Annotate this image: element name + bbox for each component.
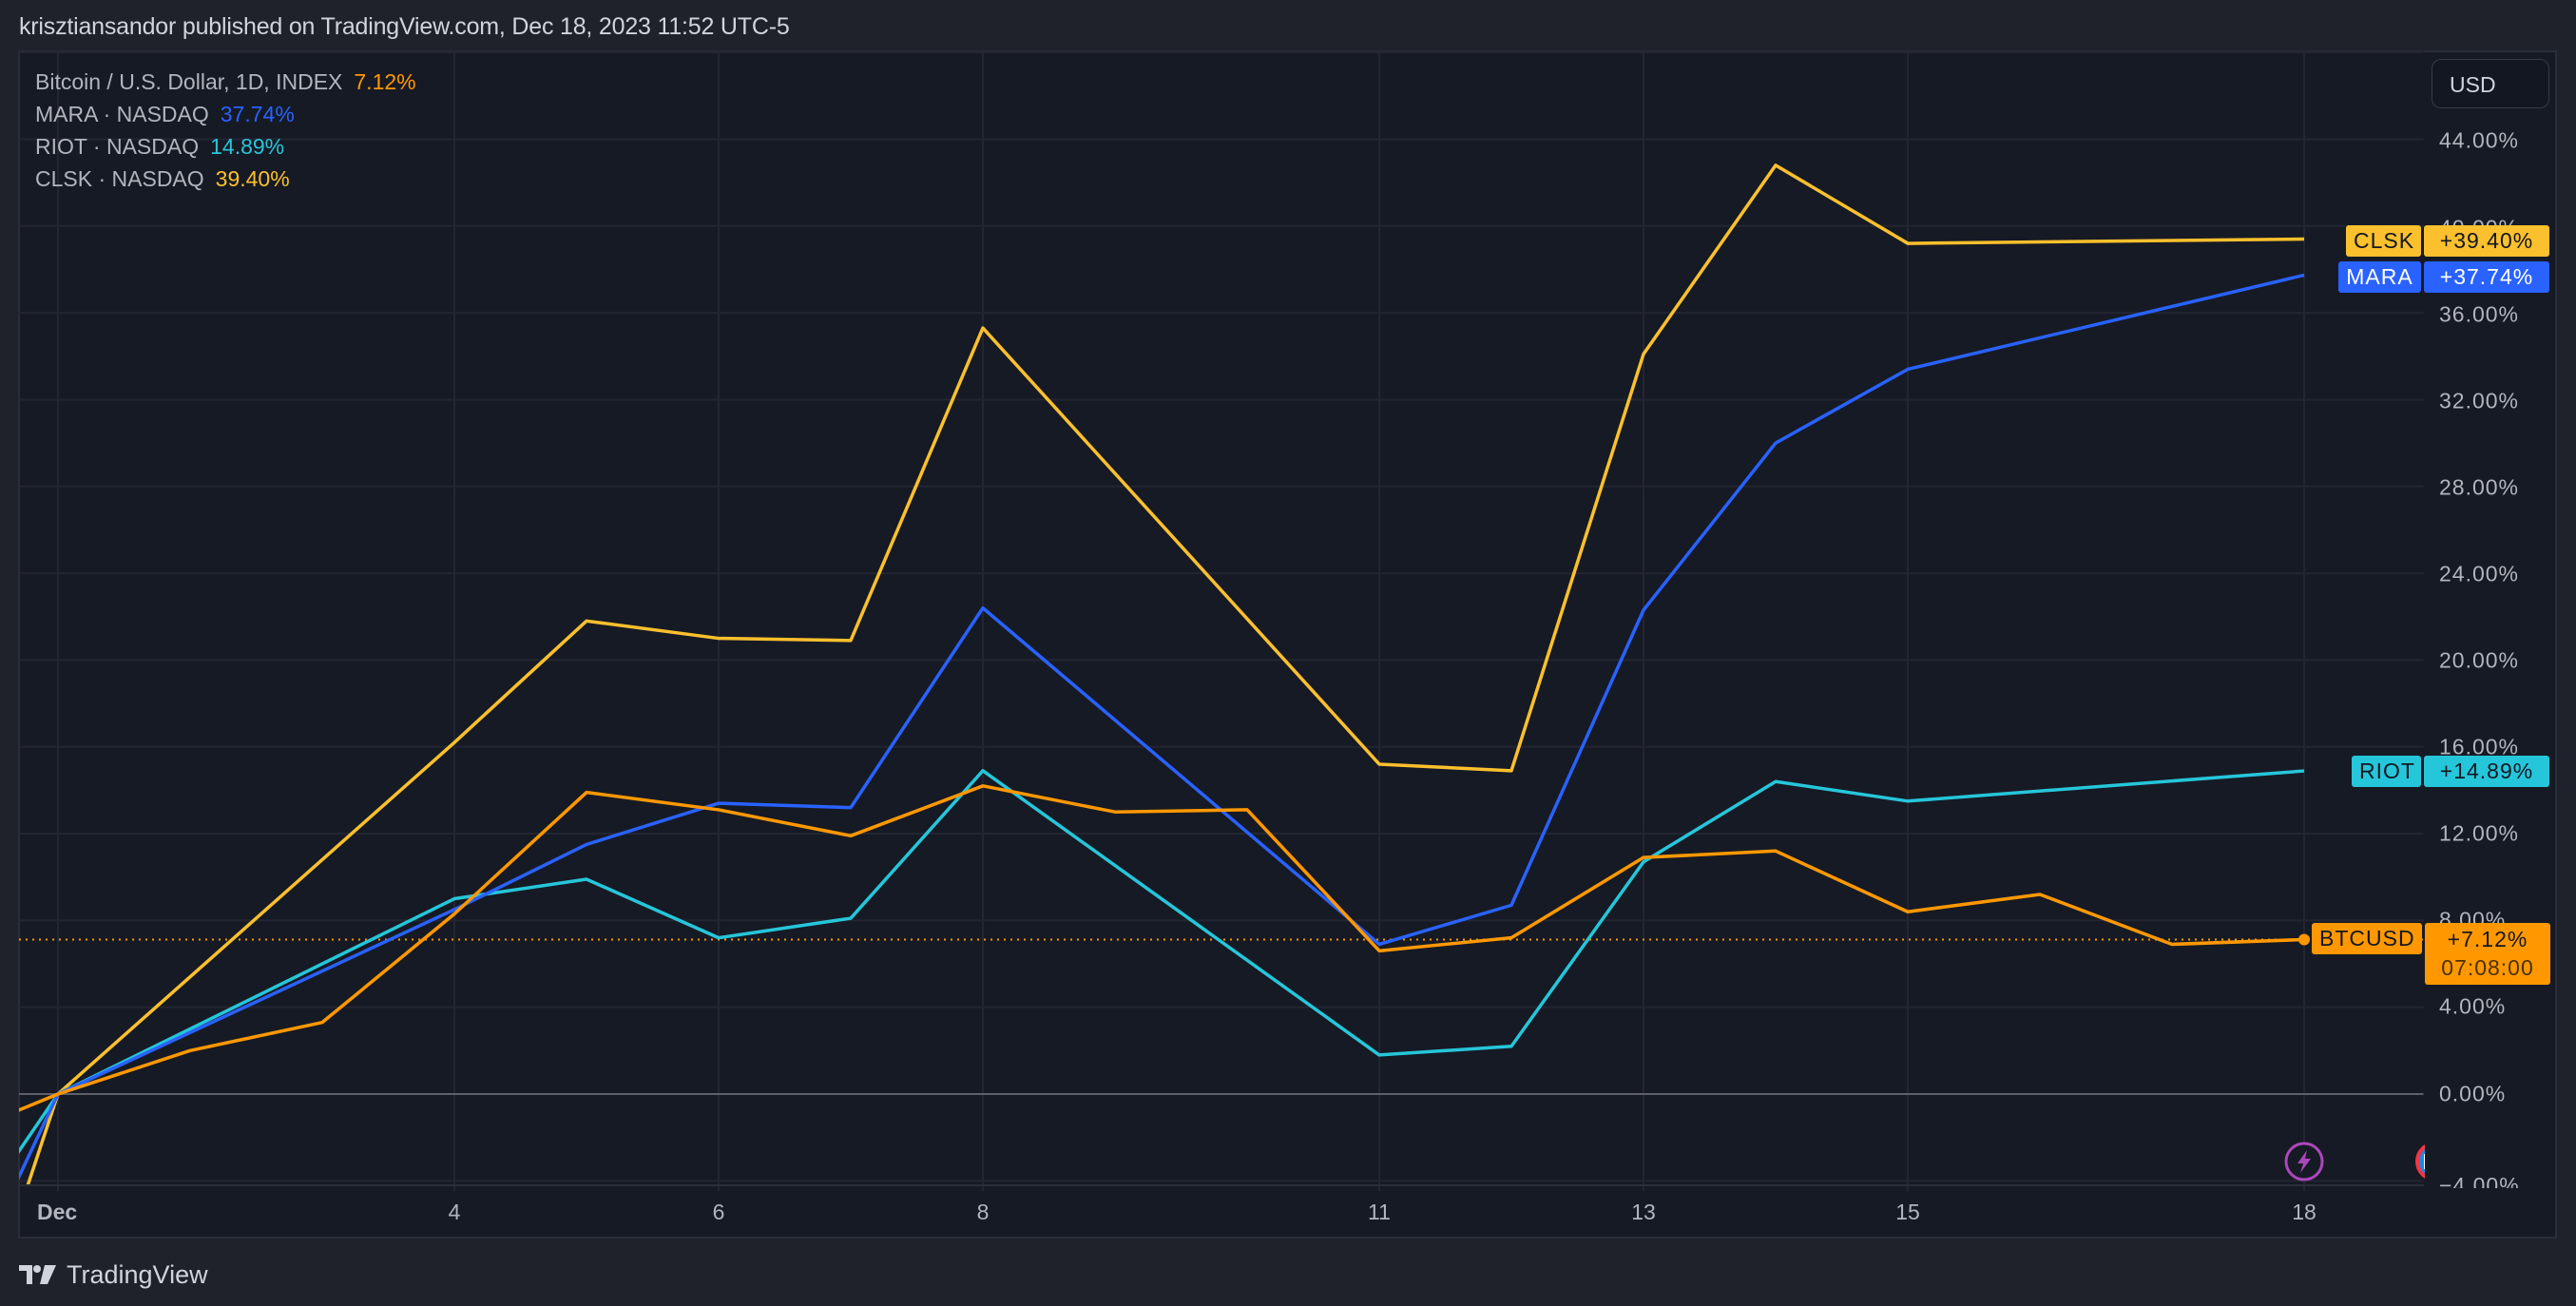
legend-value: 7.12% bbox=[354, 69, 416, 94]
economic-event-flag-icon[interactable] bbox=[2414, 1141, 2425, 1182]
tag-symbol: CLSK bbox=[2346, 225, 2421, 257]
price-label: 0.00% bbox=[2439, 1081, 2507, 1106]
currency-unit-button[interactable]: USD bbox=[2432, 59, 2549, 108]
price-label: 28.00% bbox=[2439, 474, 2520, 500]
price-tag-mara: MARA +37.74% bbox=[2338, 261, 2549, 293]
time-label: 15 bbox=[1895, 1200, 1920, 1224]
tag-value: +14.89% bbox=[2424, 756, 2549, 787]
time-label: 18 bbox=[2292, 1200, 2316, 1224]
series-line-riot[interactable] bbox=[0, 769, 2305, 1287]
price-label: 20.00% bbox=[2439, 647, 2520, 673]
publish-info: krisztiansandor published on TradingView… bbox=[19, 13, 790, 40]
price-label: −4.00% bbox=[2439, 1173, 2520, 1188]
time-label: 8 bbox=[976, 1200, 990, 1224]
time-label: 6 bbox=[712, 1200, 725, 1224]
tag-value: +7.12% 07:08:00 bbox=[2425, 923, 2550, 985]
legend-item-mara[interactable]: MARA · NASDAQ 37.74% bbox=[35, 98, 416, 130]
price-label: 44.00% bbox=[2439, 127, 2520, 153]
last-price-marker bbox=[2298, 933, 2310, 946]
price-tag-clsk: CLSK +39.40% bbox=[2346, 225, 2549, 257]
price-label: 36.00% bbox=[2439, 301, 2520, 327]
tag-symbol: MARA bbox=[2338, 261, 2421, 293]
price-label: 4.00% bbox=[2439, 993, 2507, 1019]
legend-item-clsk[interactable]: CLSK · NASDAQ 39.40% bbox=[35, 163, 416, 195]
series-line-clsk[interactable] bbox=[0, 163, 2305, 1306]
tag-percent: +7.12% bbox=[2447, 927, 2528, 951]
lightning-icon[interactable] bbox=[2283, 1141, 2325, 1182]
legend-item-riot[interactable]: RIOT · NASDAQ 14.89% bbox=[35, 130, 416, 163]
grid-lines bbox=[19, 51, 2424, 1191]
series-lines bbox=[0, 163, 2310, 1306]
legend-label: Bitcoin / U.S. Dollar, 1D, INDEX bbox=[35, 69, 343, 94]
price-label: 12.00% bbox=[2439, 820, 2520, 846]
price-label: 32.00% bbox=[2439, 388, 2520, 413]
price-label: 24.00% bbox=[2439, 561, 2520, 586]
chart-pane[interactable] bbox=[18, 50, 2557, 1239]
footer-brand[interactable]: TradingView bbox=[19, 1260, 208, 1290]
legend-label: RIOT · NASDAQ bbox=[35, 134, 200, 159]
legend-value: 39.40% bbox=[215, 166, 290, 191]
time-label: 11 bbox=[1368, 1200, 1391, 1224]
time-label: 4 bbox=[448, 1200, 461, 1224]
tag-value: +37.74% bbox=[2424, 261, 2549, 293]
tag-symbol: RIOT bbox=[2352, 756, 2421, 787]
price-tag-riot: RIOT +14.89% bbox=[2352, 756, 2549, 787]
series-legend: Bitcoin / U.S. Dollar, 1D, INDEX 7.12% MA… bbox=[35, 66, 416, 195]
series-line-btcusd[interactable] bbox=[0, 784, 2305, 1148]
time-label: 13 bbox=[1631, 1200, 1656, 1224]
brand-name: TradingView bbox=[67, 1260, 208, 1289]
tag-symbol: BTCUSD bbox=[2312, 923, 2422, 954]
legend-value: 14.89% bbox=[210, 134, 285, 159]
legend-value: 37.74% bbox=[220, 102, 295, 126]
series-line-mara[interactable] bbox=[0, 273, 2305, 1306]
legend-item-btcusd[interactable]: Bitcoin / U.S. Dollar, 1D, INDEX 7.12% bbox=[35, 66, 416, 98]
time-label: Dec bbox=[37, 1200, 78, 1224]
tag-value: +39.40% bbox=[2424, 225, 2549, 257]
price-label: 16.00% bbox=[2439, 734, 2520, 759]
tradingview-logo-icon bbox=[19, 1264, 56, 1284]
price-tag-btcusd: BTCUSD +7.12% 07:08:00 bbox=[2312, 923, 2550, 985]
bar-countdown: 07:08:00 bbox=[2441, 955, 2534, 980]
legend-label: CLSK · NASDAQ bbox=[35, 166, 204, 191]
legend-label: MARA · NASDAQ bbox=[35, 102, 209, 126]
